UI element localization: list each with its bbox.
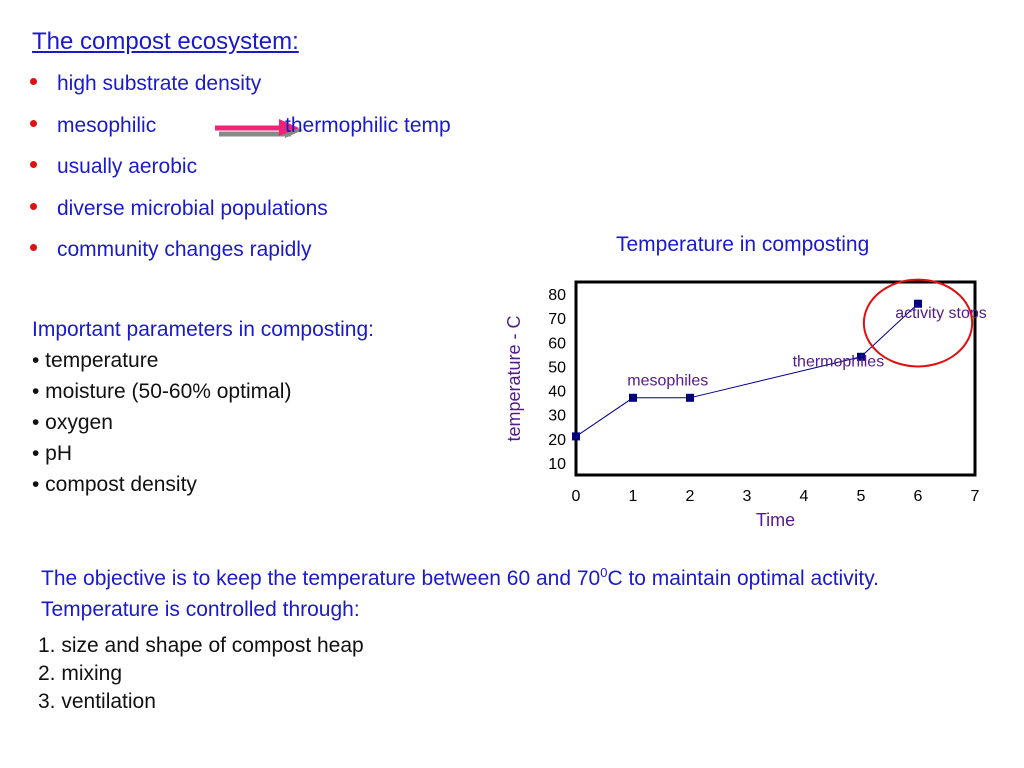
bullet-text: usually aerobic: [57, 155, 198, 178]
x-tick-label: 3: [743, 488, 752, 505]
data-point-marker: [686, 393, 694, 402]
x-tick-label: 7: [971, 488, 980, 505]
bullet-dot-icon: [30, 161, 37, 168]
right-arrow-icon: [213, 118, 303, 146]
y-tick-label: 30: [548, 408, 566, 425]
parameter-item: • pH: [32, 442, 73, 465]
bullet-text: diverse microbial populations: [57, 196, 328, 220]
control-step: 1. size and shape of compost heap: [38, 634, 364, 657]
control-step: 3. ventilation: [38, 690, 156, 713]
x-tick-label: 0: [572, 488, 581, 505]
data-point-marker: [857, 352, 865, 361]
parameter-item: • oxygen: [32, 411, 113, 434]
bullet-dot-icon: [30, 202, 37, 210]
parameter-item: • temperature: [32, 349, 159, 372]
y-tick-label: 70: [548, 311, 566, 328]
y-tick-label: 40: [548, 384, 566, 401]
highlight-circle: [862, 278, 974, 368]
y-tick-label: 50: [548, 359, 566, 376]
bullet-dot-icon: [30, 78, 37, 85]
x-tick-label: 1: [629, 488, 638, 505]
parameter-item: • moisture (50-60% optimal): [32, 380, 292, 403]
parameters-block: Important parameters in composting: • te…: [32, 318, 374, 504]
parameter-item: • compost density: [32, 473, 197, 496]
y-tick-label: 20: [548, 432, 566, 449]
objective-paragraph: The objective is to keep the temperature…: [41, 557, 941, 625]
bullet-dot-icon: [30, 244, 37, 251]
y-tick-label: 10: [548, 456, 566, 473]
data-point-marker: [914, 299, 922, 308]
data-point-marker: [629, 393, 637, 402]
degree-superscript: 0: [600, 565, 608, 580]
y-axis-label: temperature - C: [504, 315, 524, 441]
plot-frame: [574, 280, 977, 477]
slide-title: The compost ecosystem:: [32, 28, 299, 55]
parameters-heading: Important parameters in composting:: [32, 318, 374, 341]
x-tick-label: 5: [857, 488, 866, 505]
phase-annotation: activity stops: [895, 305, 987, 322]
y-tick-label: 60: [548, 335, 566, 352]
control-step: 2. mixing: [38, 662, 123, 685]
temperature-chart: 10 20 30 40 50 60 70 80 0 1 2 3 4 5 6 7 Time temperature …: [504, 278, 987, 530]
y-tick-label: 80: [548, 287, 566, 304]
phase-annotation: mesophiles: [627, 373, 708, 390]
x-tick-label: 4: [800, 488, 809, 505]
phase-annotation: thermophiles: [793, 353, 885, 370]
objective-text-start: The objective is to keep the temperature…: [41, 567, 601, 590]
bullet-text-continued: thermophilic temp: [285, 113, 451, 137]
bullet-text: high substrate density: [57, 72, 262, 95]
control-steps-list: 1. size and shape of compost heap 2. mix…: [38, 634, 364, 718]
x-axis-label: Time: [756, 510, 795, 530]
bullet-text: mesophilic: [57, 113, 157, 137]
objective-text-end: C to maintain optimal activity. Temperat…: [41, 567, 879, 621]
data-point-marker: [572, 432, 580, 441]
bullet-text: community changes rapidly: [57, 238, 312, 261]
x-tick-label: 2: [686, 488, 695, 505]
x-tick-label: 6: [914, 488, 923, 505]
bullet-dot-icon: [30, 119, 37, 127]
chart-title: Temperature in composting: [616, 233, 870, 256]
